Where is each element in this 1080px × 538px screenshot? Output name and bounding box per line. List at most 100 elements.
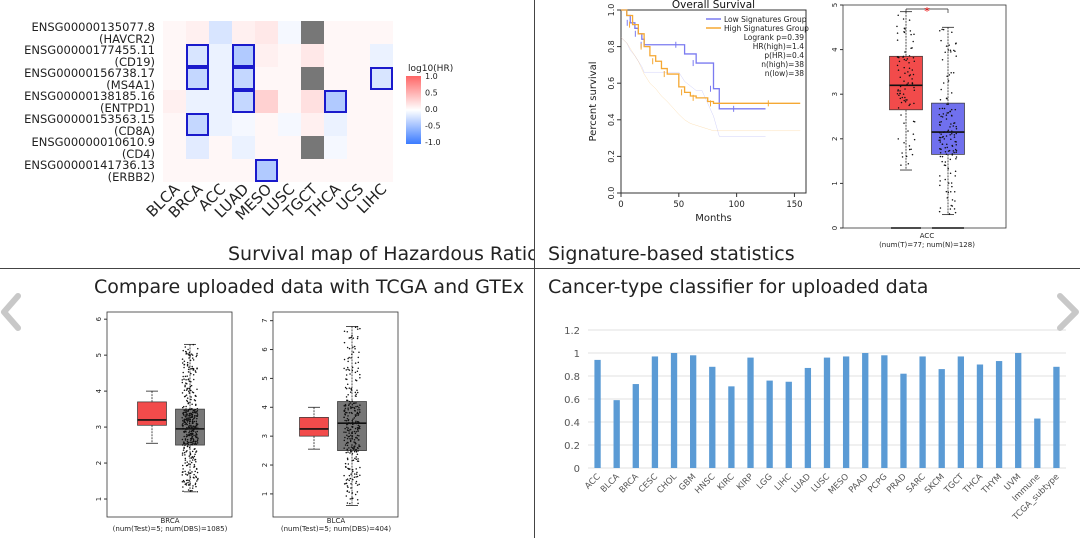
box-jitter-point (353, 402, 356, 404)
box-jitter-point (185, 378, 187, 381)
km-stat-text: n(low)=38 (765, 69, 804, 78)
box-x-label: BLCA (327, 517, 346, 525)
heatmap-cell (301, 159, 324, 182)
box-jitter-point (186, 361, 189, 364)
box-jitter-point (181, 416, 183, 419)
box-jitter-point (902, 18, 905, 20)
box-jitter-point (184, 454, 186, 456)
box-jitter-point (357, 460, 360, 462)
box-jitter-point (941, 107, 944, 110)
heatmap-cell (278, 159, 301, 182)
box-jitter-point (351, 431, 354, 433)
box-jitter-point (346, 457, 349, 460)
box-jitter-point (185, 443, 187, 445)
box-jitter-point (898, 60, 901, 63)
box-jitter-point (191, 403, 193, 406)
heatmap-cell (186, 159, 209, 182)
box-y-tick-label: 5 (261, 376, 269, 380)
box-jitter-point (188, 366, 190, 368)
box-jitter-point (183, 414, 185, 416)
bar-y-tick-label: 1.2 (564, 326, 580, 337)
box-jitter-point (947, 191, 950, 194)
bar-y-tick-label: 0.6 (564, 395, 580, 406)
box-jitter-point (196, 440, 199, 442)
box-jitter-point (353, 473, 356, 475)
box-jitter-point (346, 417, 349, 420)
box-jitter-point (185, 410, 188, 412)
bar-category-label: KIRC (716, 472, 737, 493)
box-jitter-point (355, 458, 358, 460)
box-jitter-point (185, 464, 188, 467)
heatmap-row-id: ENSG00000010610.9 (31, 135, 155, 149)
box-jitter-point (955, 143, 957, 146)
box-jitter-point (939, 148, 942, 150)
heatmap-cell (347, 136, 370, 159)
box-jitter-point (951, 130, 953, 132)
bar-category-label: SKCM (923, 472, 947, 496)
heatmap-highlight-box (186, 44, 209, 67)
box-jitter-point (940, 133, 942, 135)
box-jitter-point (182, 411, 185, 414)
box-jitter-point (191, 411, 194, 414)
box-jitter-point (351, 419, 353, 422)
box-jitter-point (347, 486, 349, 488)
box-jitter-point (899, 90, 901, 92)
box-jitter-point (185, 394, 188, 396)
box-jitter-point (949, 49, 952, 52)
box-jitter-point (354, 347, 356, 350)
box-jitter-point (188, 414, 190, 417)
box-jitter-point (908, 145, 911, 147)
box-jitter-point (189, 414, 191, 416)
heatmap-legend-tick: -1.0 (425, 138, 441, 147)
next-slide-button[interactable] (1050, 292, 1080, 332)
box-jitter-point (195, 371, 197, 373)
box-jitter-point (189, 472, 192, 474)
box-jitter-point (355, 379, 358, 382)
heatmap-row-id: ENSG00000138185.16 (24, 89, 155, 103)
box-jitter-point (182, 349, 184, 352)
heatmap-cell (232, 136, 255, 159)
heatmap-cell (186, 136, 209, 159)
box-jitter-point (355, 473, 358, 475)
box-jitter-point (193, 434, 195, 437)
box-jitter-point (939, 184, 941, 187)
box-jitter-point (345, 374, 348, 376)
box-jitter-point (955, 132, 957, 135)
box-jitter-point (188, 446, 191, 449)
box-jitter-point (190, 438, 193, 440)
box-y-tick-label: 4 (261, 405, 269, 410)
box-jitter-point (190, 424, 192, 427)
box-jitter-point (345, 482, 347, 485)
box-jitter-point (348, 474, 351, 477)
box-jitter-point (908, 55, 911, 57)
previous-slide-button[interactable] (0, 292, 30, 332)
box-jitter-point (939, 152, 942, 154)
box-jitter-point (343, 367, 345, 370)
box-jitter-point (351, 400, 353, 403)
box-jitter-point (358, 435, 360, 437)
box-jitter-point (945, 135, 948, 137)
km-x-tick-label: 0 (618, 200, 623, 210)
box-jitter-point (191, 426, 193, 429)
km-y-tick-label: 0.6 (607, 77, 616, 90)
survival-caption: Signature-based statistics (548, 243, 795, 265)
box-jitter-point (913, 89, 916, 92)
box-x-note: (num(T)=77; num(N)=128) (879, 241, 975, 249)
box-jitter-point (356, 389, 358, 392)
box-jitter-point (194, 399, 197, 402)
box-jitter-point (356, 434, 359, 437)
heatmap-cell (209, 90, 232, 113)
heatmap-legend-title: log10(HR) (408, 64, 453, 74)
box-jitter-point (346, 383, 349, 386)
box-jitter-point (907, 130, 909, 132)
box-jitter-point (196, 412, 198, 414)
box-jitter-point (190, 372, 192, 375)
box-jitter-point (352, 422, 355, 425)
box-jitter-point (356, 337, 359, 340)
box-jitter-point (196, 439, 199, 441)
bar-y-tick-label: 0 (574, 464, 580, 475)
box-x-label: BRCA (161, 517, 180, 525)
box-jitter-point (355, 402, 357, 404)
heatmap-cell (324, 136, 347, 159)
heatmap-cell (232, 90, 255, 113)
